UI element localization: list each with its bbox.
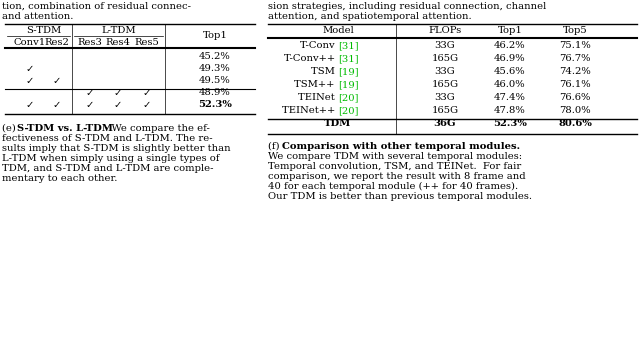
Text: 49.3%: 49.3% [199, 64, 231, 73]
Text: Model: Model [322, 26, 354, 35]
Text: 47.8%: 47.8% [494, 106, 526, 115]
Text: 33G: 33G [435, 93, 456, 102]
Text: ✓: ✓ [26, 64, 34, 74]
Text: Comparison with other temporal modules.: Comparison with other temporal modules. [282, 142, 520, 151]
Text: 76.6%: 76.6% [559, 93, 591, 102]
Text: S-TDM vs. L-TDM: S-TDM vs. L-TDM [17, 124, 113, 133]
Text: sults imply that S-TDM is slightly better than: sults imply that S-TDM is slightly bette… [2, 144, 230, 153]
Text: [31]: [31] [338, 41, 358, 50]
Text: Res4: Res4 [106, 38, 131, 47]
Text: (e): (e) [2, 124, 19, 133]
Text: 36G: 36G [434, 119, 456, 128]
Text: ✓: ✓ [143, 88, 151, 98]
Text: ✓: ✓ [114, 100, 122, 110]
Text: (f): (f) [268, 142, 283, 151]
Text: We compare TDM with several temporal modules:: We compare TDM with several temporal mod… [268, 152, 522, 161]
Text: 165G: 165G [431, 80, 459, 89]
Text: ✓: ✓ [53, 100, 61, 110]
Text: 49.5%: 49.5% [199, 76, 231, 85]
Text: sion strategies, including residual connection, channel: sion strategies, including residual conn… [268, 2, 547, 11]
Text: L-TDM when simply using a single types of: L-TDM when simply using a single types o… [2, 154, 220, 163]
Text: 46.9%: 46.9% [494, 54, 526, 63]
Text: 76.1%: 76.1% [559, 80, 591, 89]
Text: T-Conv++: T-Conv++ [284, 54, 338, 63]
Text: S-TDM: S-TDM [26, 26, 61, 35]
Text: 45.2%: 45.2% [199, 52, 231, 61]
Text: TEINet++: TEINet++ [282, 106, 338, 115]
Text: Res2: Res2 [45, 38, 69, 47]
Text: 80.6%: 80.6% [558, 119, 592, 128]
Text: TSM++: TSM++ [294, 80, 338, 89]
Text: TDM: TDM [324, 119, 351, 128]
Text: TSM: TSM [311, 67, 338, 76]
Text: and attention.: and attention. [2, 12, 74, 21]
Text: : We compare the ef-: : We compare the ef- [105, 124, 210, 133]
Text: 165G: 165G [431, 106, 459, 115]
Text: 52.3%: 52.3% [493, 119, 527, 128]
Text: attention, and spatiotemporal attention.: attention, and spatiotemporal attention. [268, 12, 472, 21]
Text: 33G: 33G [435, 41, 456, 50]
Text: [19]: [19] [338, 67, 358, 76]
Text: 46.0%: 46.0% [494, 80, 526, 89]
Text: 52.3%: 52.3% [198, 100, 232, 109]
Text: 47.4%: 47.4% [494, 93, 526, 102]
Text: 40 for each temporal module (++ for 40 frames).: 40 for each temporal module (++ for 40 f… [268, 182, 518, 191]
Text: Temporal convolution, TSM, and TEINet.  For fair: Temporal convolution, TSM, and TEINet. F… [268, 162, 521, 171]
Text: Res5: Res5 [134, 38, 159, 47]
Text: Conv1: Conv1 [14, 38, 46, 47]
Text: TDM, and S-TDM and L-TDM are comple-: TDM, and S-TDM and L-TDM are comple- [2, 164, 214, 173]
Text: ✓: ✓ [114, 88, 122, 98]
Text: 74.2%: 74.2% [559, 67, 591, 76]
Text: 76.7%: 76.7% [559, 54, 591, 63]
Text: 165G: 165G [431, 54, 459, 63]
Text: tion, combination of residual connec-: tion, combination of residual connec- [2, 2, 191, 11]
Text: [20]: [20] [338, 106, 358, 115]
Text: T-Conv: T-Conv [300, 41, 338, 50]
Text: mentary to each other.: mentary to each other. [2, 174, 117, 183]
Text: [20]: [20] [338, 93, 358, 102]
Text: 33G: 33G [435, 67, 456, 76]
Text: 75.1%: 75.1% [559, 41, 591, 50]
Text: L-TDM: L-TDM [101, 26, 136, 35]
Text: [31]: [31] [338, 54, 358, 63]
Text: Our TDM is better than previous temporal modules.: Our TDM is better than previous temporal… [268, 192, 532, 201]
Text: ✓: ✓ [86, 100, 94, 110]
Text: ✓: ✓ [86, 88, 94, 98]
Text: 48.9%: 48.9% [199, 88, 231, 97]
Text: [19]: [19] [338, 80, 358, 89]
Text: ✓: ✓ [143, 100, 151, 110]
Text: fectiveness of S-TDM and L-TDM. The re-: fectiveness of S-TDM and L-TDM. The re- [2, 134, 212, 143]
Text: Top1: Top1 [497, 26, 522, 35]
Text: 45.6%: 45.6% [494, 67, 526, 76]
Text: comparison, we report the result with 8 frame and: comparison, we report the result with 8 … [268, 172, 525, 181]
Text: Res3: Res3 [77, 38, 102, 47]
Text: 78.0%: 78.0% [559, 106, 591, 115]
Text: ✓: ✓ [53, 76, 61, 86]
Text: Top5: Top5 [563, 26, 588, 35]
Text: 46.2%: 46.2% [494, 41, 526, 50]
Text: Top1: Top1 [203, 31, 227, 41]
Text: ✓: ✓ [26, 76, 34, 86]
Text: FLOPs: FLOPs [428, 26, 461, 35]
Text: ✓: ✓ [26, 100, 34, 110]
Text: TEINet: TEINet [298, 93, 338, 102]
